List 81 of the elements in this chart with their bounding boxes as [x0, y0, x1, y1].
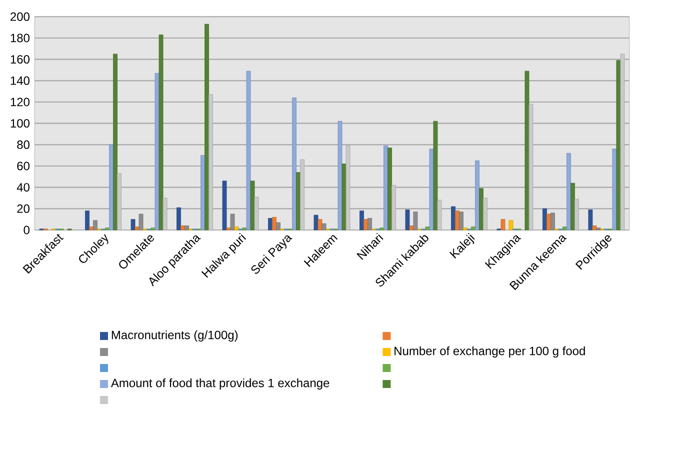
legend-label: Number of exchange per 100 g food	[394, 346, 585, 358]
bar	[113, 54, 118, 230]
bar	[384, 146, 388, 230]
bar	[524, 70, 530, 230]
bar	[550, 212, 555, 230]
legend-label: Amount of food that provides 1 exchange	[110, 378, 330, 390]
legend-label: Macronutrients (g/100g)	[112, 330, 238, 342]
bar	[154, 73, 160, 230]
bar	[380, 228, 384, 230]
bar	[500, 219, 506, 230]
bar	[296, 172, 300, 230]
y-tick-label: 180	[10, 34, 30, 42]
bar	[368, 218, 372, 230]
bar	[562, 226, 567, 230]
bar	[204, 24, 209, 230]
bar	[451, 206, 456, 230]
y-tick-label: 100	[10, 119, 30, 128]
y-tick-label: 80	[17, 140, 30, 149]
bar	[109, 144, 114, 230]
bar	[364, 219, 368, 230]
bar	[158, 34, 164, 230]
y-tick-label: 20	[17, 204, 30, 213]
y-tick-label: 0	[24, 226, 30, 234]
bar	[292, 98, 296, 230]
bar	[250, 180, 255, 230]
bar	[592, 226, 597, 230]
bar	[85, 210, 90, 230]
bar	[471, 226, 476, 230]
bar	[360, 210, 364, 230]
bar	[89, 226, 94, 230]
bar	[242, 228, 247, 230]
bar	[138, 214, 144, 230]
bar	[463, 228, 468, 230]
bar	[176, 207, 181, 230]
bar	[180, 226, 185, 230]
y-tick-label: 140	[10, 76, 30, 85]
bar	[272, 217, 276, 230]
bar	[388, 148, 392, 230]
bar	[322, 223, 326, 230]
bar	[596, 228, 601, 230]
bar	[314, 214, 318, 230]
bar	[429, 148, 434, 230]
y-tick-label: 160	[10, 55, 30, 64]
bar	[566, 153, 571, 230]
bar	[546, 214, 551, 230]
bar	[342, 164, 346, 230]
bar	[570, 182, 575, 230]
bar	[542, 208, 547, 230]
bar	[230, 214, 235, 230]
bar	[413, 212, 418, 230]
bar	[184, 226, 189, 230]
y-tick-label: 200	[10, 12, 30, 21]
y-tick-label: 120	[10, 98, 30, 106]
bar	[588, 210, 593, 230]
bar	[93, 220, 98, 230]
bar	[105, 228, 110, 230]
bar	[222, 180, 227, 230]
bar	[150, 228, 156, 230]
bar	[134, 226, 140, 230]
bar	[475, 160, 480, 230]
bar	[425, 226, 430, 230]
bar	[276, 222, 280, 230]
bar	[433, 121, 438, 230]
bar	[479, 188, 484, 230]
bar	[338, 121, 342, 230]
y-tick-label: 60	[17, 162, 30, 170]
bar	[130, 219, 136, 230]
bar	[616, 60, 621, 230]
bar	[612, 148, 617, 230]
bar	[226, 228, 231, 230]
bar	[508, 220, 514, 230]
bar	[405, 210, 410, 230]
y-tick-label: 40	[16, 183, 30, 192]
bar	[234, 226, 239, 230]
bar	[455, 210, 460, 230]
bar	[246, 70, 251, 230]
bar	[318, 219, 322, 230]
bar	[200, 155, 205, 230]
bar	[409, 226, 414, 230]
bar	[459, 212, 464, 230]
bar	[268, 218, 272, 230]
